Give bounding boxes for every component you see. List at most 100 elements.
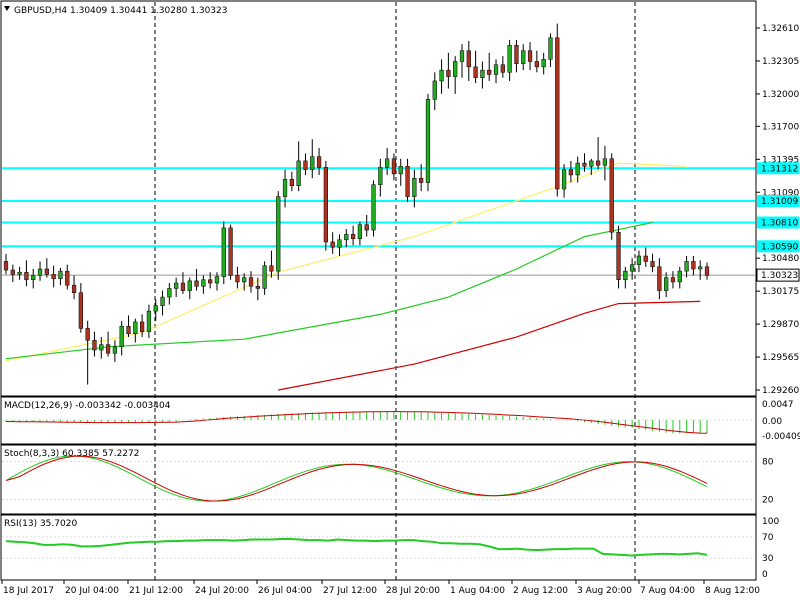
candle-body: [228, 227, 233, 276]
candle: [350, 225, 356, 246]
candle-body: [92, 340, 97, 351]
rsi-tick-label: 0: [762, 570, 768, 580]
candle: [616, 225, 621, 289]
collapse-triangle-icon[interactable]: [4, 6, 10, 11]
candle: [316, 147, 322, 175]
candle-body: [419, 177, 424, 183]
candle-body: [242, 277, 247, 283]
candle: [541, 52, 546, 75]
candle-body: [378, 167, 383, 185]
candle: [664, 272, 669, 298]
macd-tick-label: -0.004093: [762, 432, 800, 442]
candle: [507, 39, 512, 81]
candle: [133, 318, 138, 343]
level-price-tag: [757, 240, 799, 253]
candle: [296, 141, 301, 192]
candle-body: [37, 268, 43, 276]
level-price-label: 1.31312: [761, 164, 798, 174]
candle: [17, 266, 22, 280]
price-tick-label: 1.31700: [762, 122, 799, 132]
candle-body: [99, 344, 104, 351]
candle: [419, 164, 424, 192]
candle-body: [391, 158, 397, 175]
candle: [425, 93, 431, 192]
candle: [167, 283, 172, 305]
candle-body: [58, 270, 63, 279]
candle: [255, 277, 260, 301]
candle-body: [337, 239, 342, 248]
candle-body: [221, 227, 226, 277]
candle: [704, 262, 710, 280]
candle: [473, 50, 478, 84]
time-tick-label: 26 Jul 04:00: [258, 586, 312, 596]
candle-body: [208, 279, 213, 284]
candle-body: [160, 296, 165, 306]
candle-body: [521, 50, 526, 64]
time-tick-label: 3 Aug 20:00: [577, 586, 632, 596]
candle: [105, 331, 111, 357]
candle: [344, 228, 349, 248]
candle: [112, 340, 118, 362]
candle-body: [262, 265, 267, 289]
candle-body: [677, 270, 682, 283]
candle-body: [153, 305, 158, 312]
candle-body: [527, 50, 533, 62]
price-tick-label: 1.32000: [762, 90, 799, 100]
level-price-label: 1.30590: [761, 242, 798, 252]
candle: [139, 314, 145, 338]
candle: [691, 256, 696, 276]
moving-average-line: [5, 221, 653, 360]
level-price-tag: [757, 195, 799, 208]
candle: [153, 299, 158, 321]
candle: [228, 224, 233, 280]
time-tick-label: 28 Jul 20:00: [386, 586, 440, 596]
candle: [446, 52, 451, 89]
candle-body: [534, 61, 539, 68]
time-tick-label: 1 Aug 04:00: [450, 586, 505, 596]
candle: [310, 139, 315, 179]
candle-body: [446, 69, 451, 77]
candle-body: [412, 177, 417, 197]
time-tick-label: 7 Aug 04:00: [640, 586, 695, 596]
candle: [636, 250, 642, 273]
candle: [670, 271, 676, 289]
price-tick-label: 1.30175: [762, 287, 799, 297]
candle-body: [664, 277, 669, 291]
candle-body: [691, 261, 696, 270]
candle-body: [582, 162, 587, 167]
moving-average-line: [278, 300, 701, 391]
macd-tick-label: 0.0047: [762, 400, 794, 410]
stoch-panel-frame: [0, 444, 757, 515]
candle: [609, 153, 614, 240]
candle-body: [119, 325, 124, 348]
candle-body: [276, 196, 281, 272]
candle: [487, 52, 492, 81]
candle-body: [323, 167, 328, 243]
candle: [85, 320, 90, 385]
candle: [221, 221, 226, 285]
candle-body: [51, 274, 56, 279]
candle-body: [398, 166, 403, 175]
candle-body: [310, 156, 315, 170]
candle-body: [344, 234, 349, 241]
candle-body: [636, 255, 642, 265]
session-separators: [154, 2, 636, 580]
price-tick-label: 1.30480: [762, 254, 799, 264]
candle: [371, 180, 376, 237]
candle-body: [453, 61, 458, 77]
candle-body: [425, 99, 431, 183]
candle-body: [105, 344, 111, 354]
rsi-tick-label: 100: [762, 517, 779, 527]
current-price-tag: [756, 268, 800, 282]
price-tick-label: 1.29565: [762, 353, 799, 363]
candle: [126, 315, 131, 338]
candle: [595, 137, 601, 170]
time-tick-label: 2 Aug 12:00: [513, 586, 568, 596]
price-tick-label: 1.29870: [762, 320, 799, 330]
level-price-label: 1.30810: [761, 219, 798, 229]
candle-body: [473, 66, 478, 78]
candle-body: [303, 160, 308, 170]
candle-body: [65, 270, 70, 286]
price-axis: 1.32610 1.32305 1.32000 1.31700 1.31395 1.310…: [756, 24, 800, 396]
